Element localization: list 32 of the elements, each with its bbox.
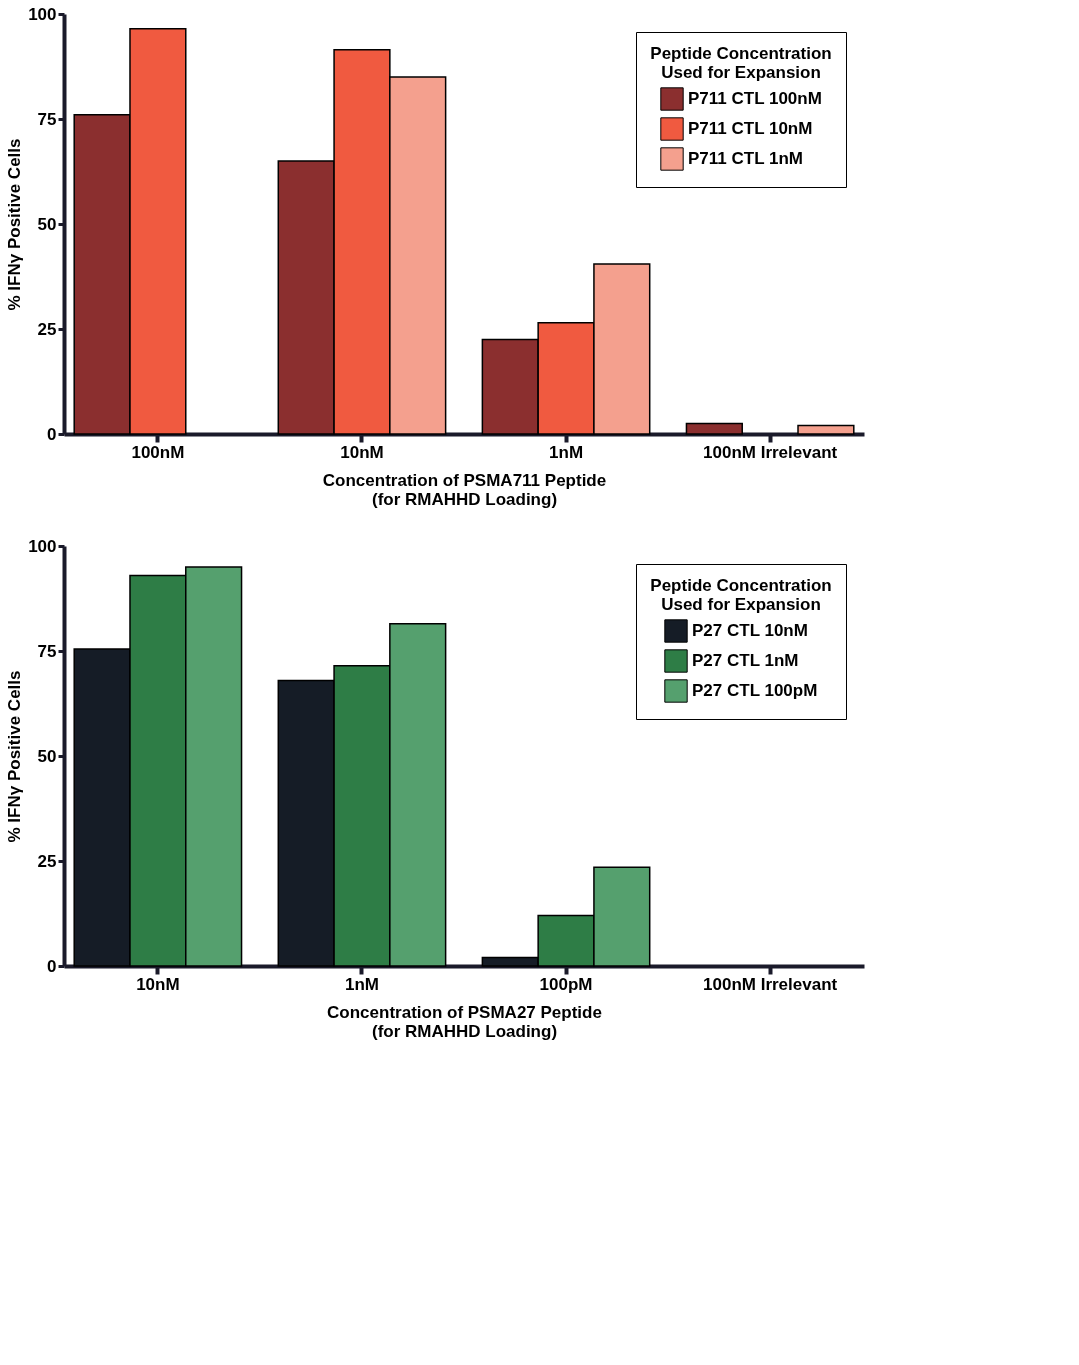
bar [797, 424, 855, 435]
legend-label: P27 CTL 1nM [692, 651, 799, 670]
y-tick-label: 25 [37, 851, 57, 871]
x-tick-label: 100nM Irrelevant [703, 442, 838, 462]
x-axis-title: Concentration of PSMA27 Peptide (for RMAHHD Loading) [327, 1002, 602, 1041]
legend-label: P711 CTL 1nM [688, 149, 803, 168]
legend-label: P711 CTL 100nM [688, 89, 822, 108]
legend-title: Peptide Concentration Used for Expansion [650, 44, 832, 82]
y-tick-label: 100 [28, 4, 57, 24]
x-tick-label: 1nM [344, 974, 379, 994]
bar [685, 422, 743, 435]
y-tick-label: 50 [37, 214, 57, 234]
x-tick-label: 1nM [549, 442, 584, 462]
y-tick-label: 75 [37, 641, 57, 661]
y-axis-title: % IFNγ Positive Cells [5, 138, 25, 311]
legend-label: P27 CTL 100pM [692, 681, 818, 700]
y-axis-title: % IFNγ Positive Cells [5, 670, 25, 843]
y-tick-label: 0 [47, 956, 57, 976]
y-tick-label: 25 [37, 319, 57, 339]
legend-title: Peptide Concentration Used for Expansion [650, 576, 832, 614]
x-tick-label: 10nM [136, 974, 180, 994]
x-axis-title: Concentration of PSMA711 Peptide (for RMAHHD Loading) [322, 470, 607, 509]
x-tick-label: 100nM Irrelevant [703, 974, 838, 994]
y-tick-label: 50 [37, 746, 57, 766]
x-tick-label: 10nM [340, 442, 384, 462]
legend-label: P711 CTL 10nM [688, 119, 813, 138]
x-tick-label: 100pM [539, 974, 593, 994]
y-tick-label: 0 [47, 424, 57, 444]
y-tick-label: 100 [28, 536, 57, 556]
y-tick-label: 75 [37, 109, 57, 129]
legend-label: P27 CTL 10nM [692, 621, 808, 640]
x-tick-label: 100nM [131, 442, 185, 462]
